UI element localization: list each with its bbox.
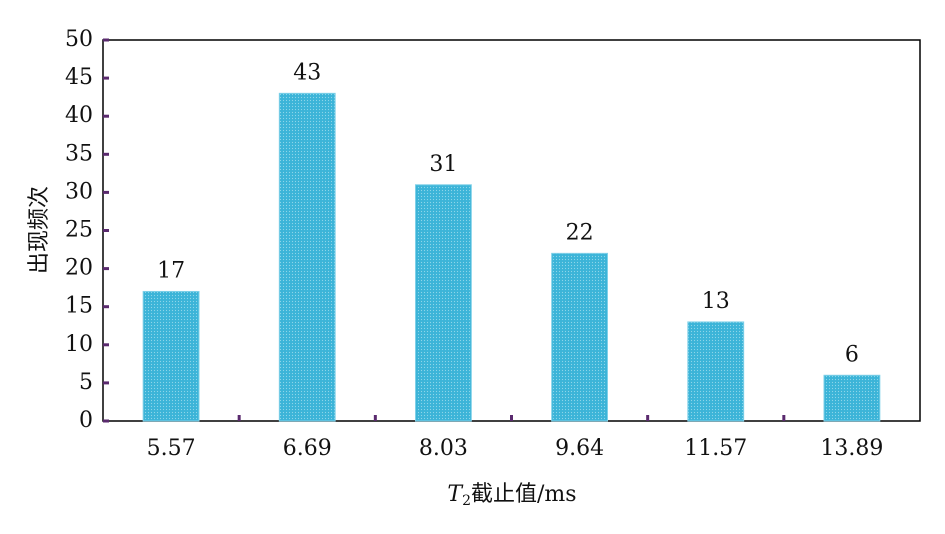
bar [551,252,608,422]
bar [823,374,881,422]
value-label: 6 [845,342,859,367]
x-label-subscript: 2 [462,493,471,509]
y-tick-label: 30 [65,179,93,204]
y-tick-label: 50 [65,27,93,52]
y-tick-label: 0 [79,408,93,433]
value-label: 22 [566,220,594,245]
bar [415,184,472,422]
plot-frame [102,39,921,422]
x-tick-label: 6.69 [283,436,332,461]
y-tick-label: 45 [65,65,93,90]
value-label: 43 [293,60,321,85]
x-tick-label: 11.57 [684,436,747,461]
x-axis-label: T2截止值/ms [447,482,576,509]
x-tick-label: 9.64 [555,436,604,461]
bar [142,290,200,422]
y-axis-label: 出现频次 [27,186,52,274]
value-label: 13 [702,289,730,314]
y-tick-label: 40 [65,103,93,128]
y-tick-label: 10 [65,332,93,357]
x-label-symbol: T [447,482,464,507]
value-label: 17 [157,258,185,283]
y-tick-label: 15 [65,294,93,319]
x-tick-label: 8.03 [419,436,468,461]
y-tick-label: 35 [65,141,93,166]
bar [687,321,745,422]
x-label-text: 截止值/ms [471,482,577,507]
bar [278,92,336,422]
x-tick-label: 5.57 [147,436,196,461]
y-tick-label: 5 [79,370,93,395]
x-tick-label: 13.89 [820,436,883,461]
y-tick-label: 25 [65,218,93,243]
value-label: 31 [429,152,457,177]
y-tick-label: 20 [65,256,93,281]
